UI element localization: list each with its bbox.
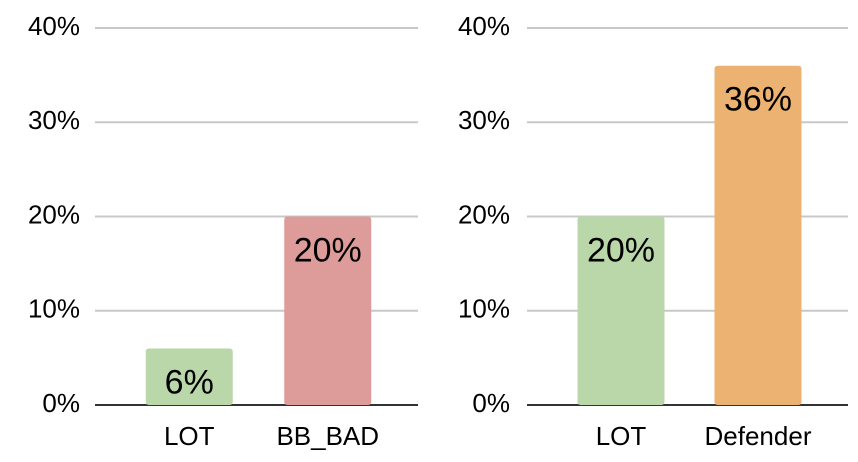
value-label: 6% xyxy=(165,363,214,401)
y-tick-label: 0% xyxy=(472,388,510,418)
x-tick-label: Defender xyxy=(705,421,812,451)
bar xyxy=(284,216,372,405)
y-tick-label: 20% xyxy=(28,199,80,229)
y-tick-label: 40% xyxy=(28,11,80,41)
x-tick-label: LOT xyxy=(164,421,215,451)
value-label: 20% xyxy=(294,231,362,269)
bar xyxy=(714,65,802,405)
y-tick-label: 10% xyxy=(28,294,80,324)
value-label: 20% xyxy=(587,231,655,269)
value-label: 36% xyxy=(724,81,792,119)
x-tick-label: BB_BAD xyxy=(276,421,379,451)
bar xyxy=(577,216,665,405)
y-tick-label: 0% xyxy=(42,388,80,418)
y-tick-label: 20% xyxy=(458,199,510,229)
x-tick-label: LOT xyxy=(596,421,647,451)
y-tick-label: 30% xyxy=(458,105,510,135)
bar xyxy=(145,348,233,405)
y-tick-label: 30% xyxy=(28,105,80,135)
y-tick-label: 10% xyxy=(458,294,510,324)
y-tick-label: 40% xyxy=(458,11,510,41)
